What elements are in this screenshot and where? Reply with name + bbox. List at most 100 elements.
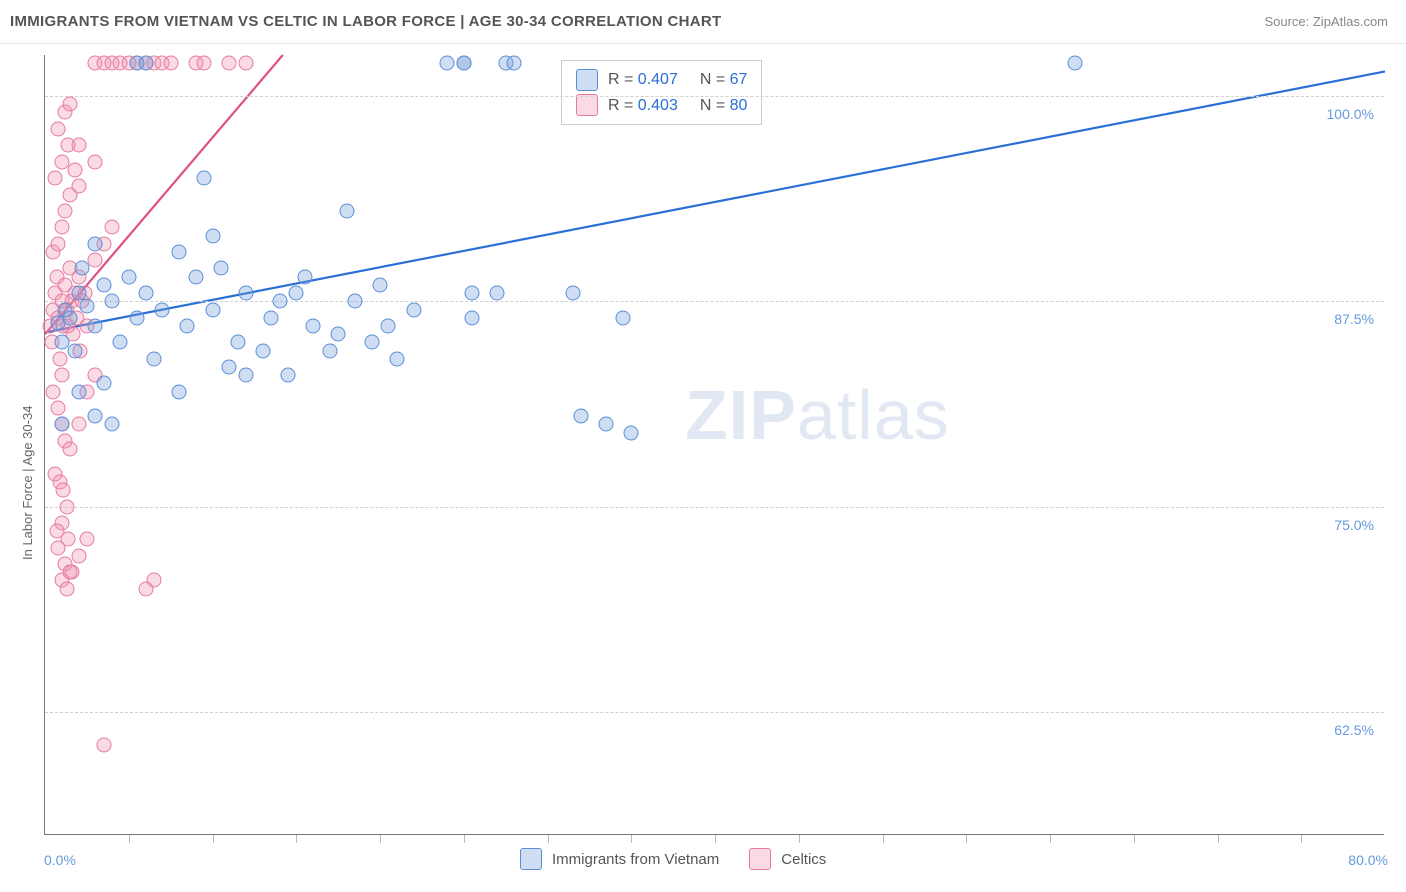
data-point-blue [322,343,337,358]
data-point-blue [347,294,362,309]
data-point-blue [1068,56,1083,71]
legend-swatch [520,848,542,870]
data-point-blue [88,318,103,333]
data-point-blue [74,261,89,276]
legend-correlation: R = 0.407N = 67R = 0.403N = 80 [561,60,762,125]
data-point-pink [138,581,153,596]
data-point-pink [88,154,103,169]
x-min-label: 0.0% [44,852,76,868]
x-tick [883,835,884,843]
y-tick-label: 75.0% [1334,517,1374,533]
data-point-pink [222,56,237,71]
data-point-blue [105,417,120,432]
x-tick [799,835,800,843]
data-point-pink [68,162,83,177]
gridline-h [45,712,1384,713]
data-point-pink [59,499,74,514]
data-point-blue [213,261,228,276]
data-point-blue [465,286,480,301]
data-point-pink [71,138,86,153]
data-point-blue [624,425,639,440]
data-point-blue [180,318,195,333]
data-point-blue [389,351,404,366]
data-point-blue [96,277,111,292]
data-point-pink [58,204,73,219]
data-point-blue [331,327,346,342]
data-point-pink [63,442,78,457]
x-tick [380,835,381,843]
data-point-pink [88,253,103,268]
gridline-h [45,96,1384,97]
data-point-blue [138,56,153,71]
watermark: ZIPatlas [685,375,950,455]
legend-swatch [749,848,771,870]
data-point-blue [507,56,522,71]
data-point-pink [56,483,71,498]
data-point-blue [272,294,287,309]
data-point-blue [306,318,321,333]
data-point-blue [113,335,128,350]
watermark-bold: ZIP [685,376,797,454]
data-point-blue [239,286,254,301]
data-point-blue [105,294,120,309]
data-point-blue [63,310,78,325]
data-point-pink [163,56,178,71]
data-point-pink [54,368,69,383]
x-tick [548,835,549,843]
data-point-blue [121,269,136,284]
data-point-blue [205,302,220,317]
data-point-blue [373,277,388,292]
data-point-pink [51,121,66,136]
legend-series: Immigrants from Vietnam Celtics [520,848,846,870]
x-tick [1050,835,1051,843]
data-point-blue [239,368,254,383]
x-tick [1218,835,1219,843]
legend-n-label: N = 67 [700,67,748,93]
legend-r-label: R = 0.407 [608,67,678,93]
legend-label: Immigrants from Vietnam [552,851,719,868]
chart-title: IMMIGRANTS FROM VIETNAM VS CELTIC IN LAB… [10,13,722,30]
data-point-blue [88,409,103,424]
plot-area: ZIPatlas R = 0.407N = 67R = 0.403N = 80 … [44,55,1384,835]
data-point-blue [155,302,170,317]
data-point-pink [53,351,68,366]
gridline-h [45,301,1384,302]
data-point-pink [63,565,78,580]
data-point-blue [188,269,203,284]
data-point-blue [490,286,505,301]
gridline-h [45,507,1384,508]
y-axis-title: In Labor Force | Age 30-34 [20,406,35,560]
x-tick [464,835,465,843]
data-point-blue [574,409,589,424]
data-point-blue [172,245,187,260]
data-point-blue [222,360,237,375]
data-point-pink [46,384,61,399]
legend-row: R = 0.407 N = 67 [576,67,747,93]
x-tick [1134,835,1135,843]
x-max-label: 80.0% [1348,852,1388,868]
data-point-blue [54,417,69,432]
x-tick [715,835,716,843]
data-point-blue [205,228,220,243]
data-point-blue [88,236,103,251]
data-point-blue [71,384,86,399]
source-label: Source: ZipAtlas.com [1264,14,1388,29]
data-point-blue [138,286,153,301]
data-point-blue [197,171,212,186]
legend-label: Celtics [781,851,826,868]
data-point-pink [71,417,86,432]
data-point-blue [381,318,396,333]
data-point-blue [146,351,161,366]
data-point-blue [289,286,304,301]
data-point-blue [255,343,270,358]
data-point-blue [615,310,630,325]
data-point-blue [96,376,111,391]
data-point-blue [79,299,94,314]
y-tick-label: 87.5% [1334,311,1374,327]
data-point-blue [130,310,145,325]
data-point-pink [63,97,78,112]
data-point-blue [339,204,354,219]
data-point-blue [297,269,312,284]
data-point-blue [280,368,295,383]
data-point-blue [599,417,614,432]
